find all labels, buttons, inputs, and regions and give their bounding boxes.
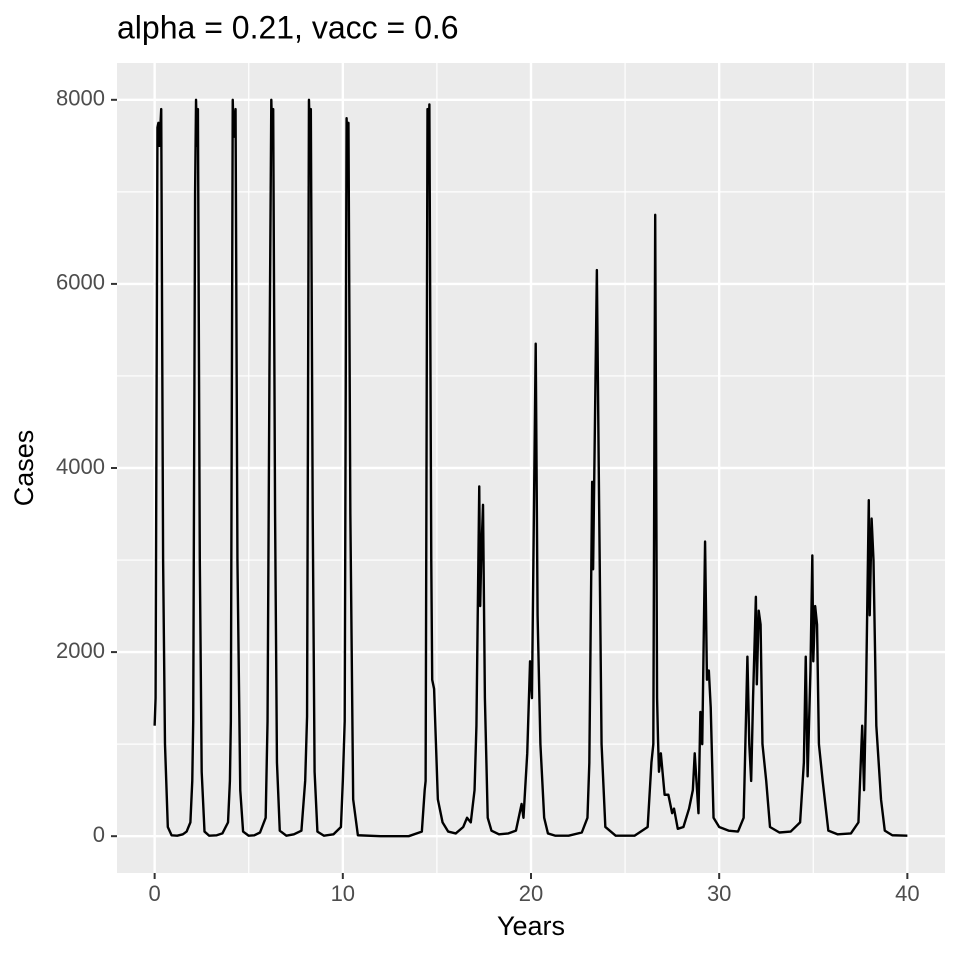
x-tick-label: 10 bbox=[331, 881, 355, 906]
y-tick-label: 0 bbox=[93, 822, 105, 847]
y-tick-label: 2000 bbox=[56, 638, 105, 663]
x-tick-label: 20 bbox=[519, 881, 543, 906]
y-tick-label: 8000 bbox=[56, 86, 105, 111]
line bbox=[153, 98, 908, 838]
y-tick-label: 4000 bbox=[56, 454, 105, 479]
chart-title: alpha = 0.21, vacc = 0.6 bbox=[117, 9, 459, 45]
x-tick-label: 30 bbox=[707, 881, 731, 906]
x-tick-label: 40 bbox=[895, 881, 919, 906]
y-axis-title: Cases bbox=[9, 430, 39, 507]
x-axis-title: Years bbox=[497, 911, 565, 941]
y-tick-label: 6000 bbox=[56, 270, 105, 295]
x-tick-label: 0 bbox=[149, 881, 161, 906]
